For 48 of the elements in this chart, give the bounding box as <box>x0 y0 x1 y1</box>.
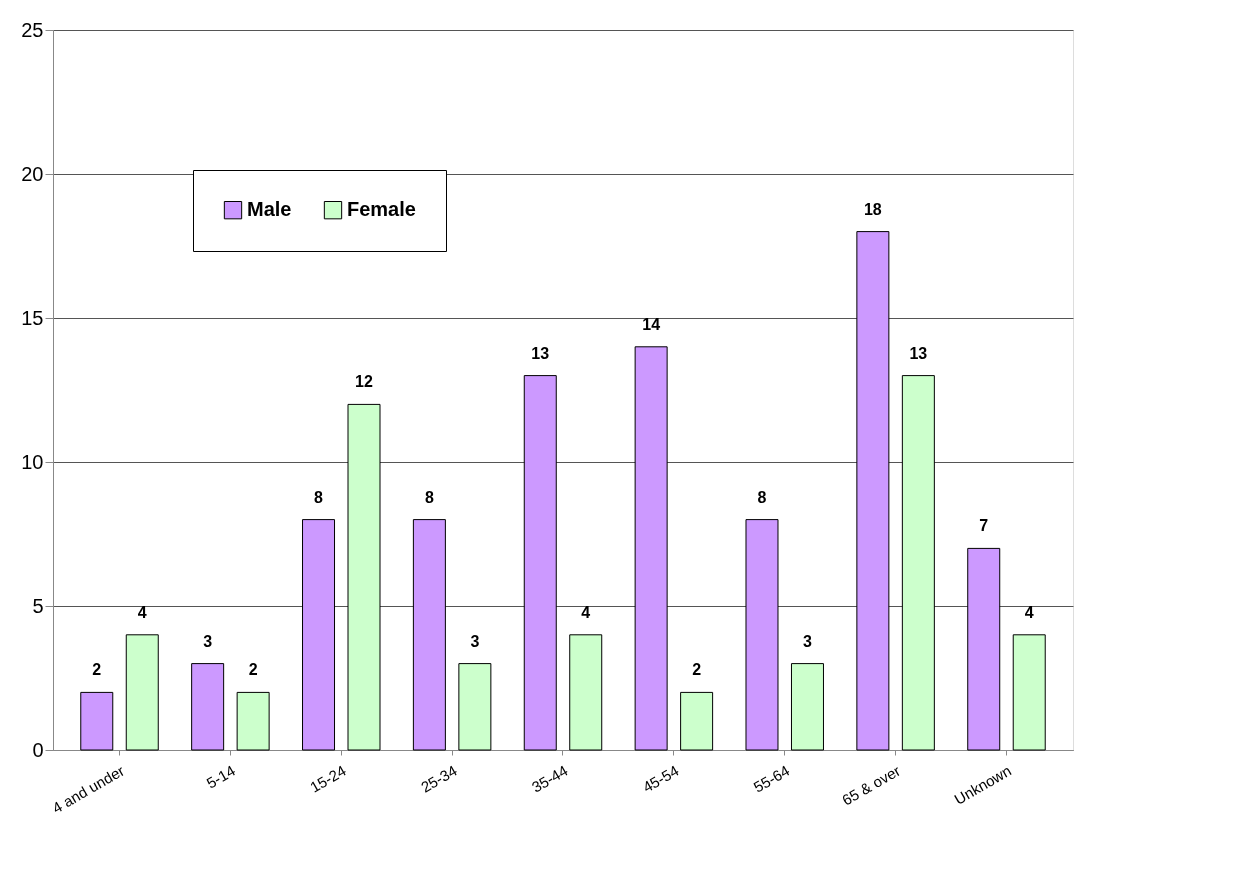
data-label: 7 <box>979 517 989 535</box>
y-tick-label: 15 <box>21 306 44 329</box>
data-label: 13 <box>531 344 550 362</box>
legend-label: Female <box>347 198 416 221</box>
bar <box>569 634 603 751</box>
bar <box>236 691 270 751</box>
data-label: 8 <box>757 488 767 506</box>
x-tick-label: 4 and under <box>49 761 128 817</box>
data-label: 3 <box>203 632 213 650</box>
data-label: 2 <box>692 661 702 679</box>
bar <box>191 663 225 751</box>
bar <box>347 403 381 751</box>
y-tick-label: 25 <box>21 18 44 41</box>
data-label: 8 <box>424 488 434 506</box>
data-label: 2 <box>248 661 258 679</box>
bar <box>680 691 714 751</box>
bar <box>80 691 114 751</box>
legend-label: Male <box>247 198 292 221</box>
data-label: 4 <box>137 603 147 621</box>
y-tick-label: 0 <box>32 738 44 761</box>
y-tick-label: 10 <box>21 450 44 473</box>
data-label: 4 <box>1024 603 1034 621</box>
bar <box>967 547 1001 751</box>
x-tick-label: 5-14 <box>203 761 238 792</box>
data-label: 3 <box>803 632 813 650</box>
y-tick-label: 20 <box>21 162 44 185</box>
bar <box>745 519 779 751</box>
data-label: 8 <box>314 488 324 506</box>
data-label: 18 <box>863 200 882 218</box>
data-label: 3 <box>470 632 480 650</box>
bar <box>856 231 890 751</box>
bar <box>523 375 557 751</box>
data-label: 2 <box>92 661 102 679</box>
data-label: 12 <box>355 373 373 391</box>
y-tick-label: 5 <box>32 594 44 617</box>
bar <box>901 375 935 751</box>
data-label: 4 <box>581 603 591 621</box>
bar <box>412 519 446 751</box>
bar <box>302 519 336 751</box>
bar <box>1012 634 1046 751</box>
bar <box>458 663 492 751</box>
bar <box>634 346 668 751</box>
bar <box>790 663 824 751</box>
data-label: 14 <box>642 315 661 333</box>
data-label: 13 <box>909 344 928 362</box>
x-tick-label: 45-54 <box>639 761 682 796</box>
bar <box>125 634 159 751</box>
x-tick-label: 65 & over <box>838 761 904 809</box>
